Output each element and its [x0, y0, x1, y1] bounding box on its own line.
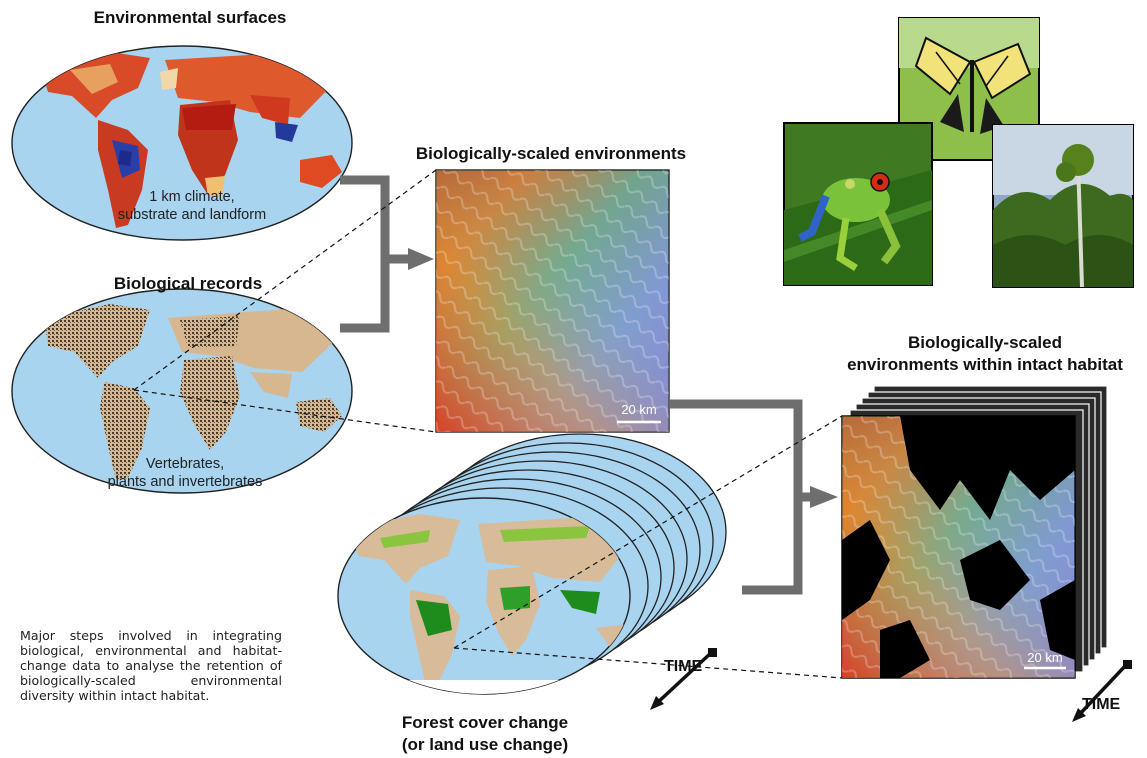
- environmental-surfaces-map: [11, 45, 353, 241]
- frog-photo: [783, 122, 933, 286]
- biological-records-subtitle: Vertebrates, plants and invertebrates: [70, 455, 300, 491]
- forest-cover-stack: [337, 433, 727, 695]
- environmental-surfaces-subtitle-line-1: 1 km climate,: [149, 189, 235, 205]
- forest-cover-time-label: TIME: [664, 658, 703, 675]
- forest-cover-title-line-1: Forest cover change: [401, 713, 569, 732]
- intact-habitat-title: Biologically-scaled environments within …: [830, 332, 1140, 376]
- butterfly-photo: [898, 17, 1040, 161]
- second-connector: [670, 399, 812, 595]
- time-arrow-habitat: [1072, 660, 1132, 722]
- biological-records-subtitle-line-1: Vertebrates,: [145, 456, 225, 472]
- figure-caption: Major steps involved in integrating biol…: [20, 628, 282, 703]
- time-arrow-forest: [650, 648, 717, 710]
- environmental-surfaces-title: Environmental surfaces: [93, 8, 287, 27]
- biological-records-title: Biological records: [113, 274, 263, 293]
- arrow-to-intact-habitat: [810, 486, 838, 508]
- bio-scaled-env-scale-label: 20 km: [621, 402, 657, 417]
- bio-scaled-env-title: Biologically-scaled environments: [415, 144, 687, 163]
- bio-scaled-env-image: [435, 169, 670, 433]
- merge-connector: [340, 175, 410, 333]
- arrow-to-bio-scaled-env: [408, 248, 434, 270]
- forest-cover-title: Forest cover change (or land use change): [380, 712, 590, 756]
- biological-records-subtitle-line-2: plants and invertebrates: [107, 474, 263, 490]
- environmental-surfaces-subtitle: 1 km climate, substrate and landform: [92, 188, 292, 224]
- environmental-surfaces-subtitle-line-2: substrate and landform: [117, 207, 267, 223]
- intact-habitat-title-line-1: Biologically-scaled: [908, 333, 1062, 352]
- intact-habitat-scale-label: 20 km: [1027, 650, 1063, 665]
- pointer-lines: [133, 169, 843, 679]
- intact-habitat-time-label: TIME: [1082, 696, 1121, 713]
- forest-cover-title-line-2: (or land use change): [401, 735, 569, 754]
- forest-photo: [992, 124, 1134, 288]
- intact-habitat-title-line-2: environments within intact habitat: [847, 355, 1123, 374]
- intact-habitat-stack: [841, 385, 1108, 679]
